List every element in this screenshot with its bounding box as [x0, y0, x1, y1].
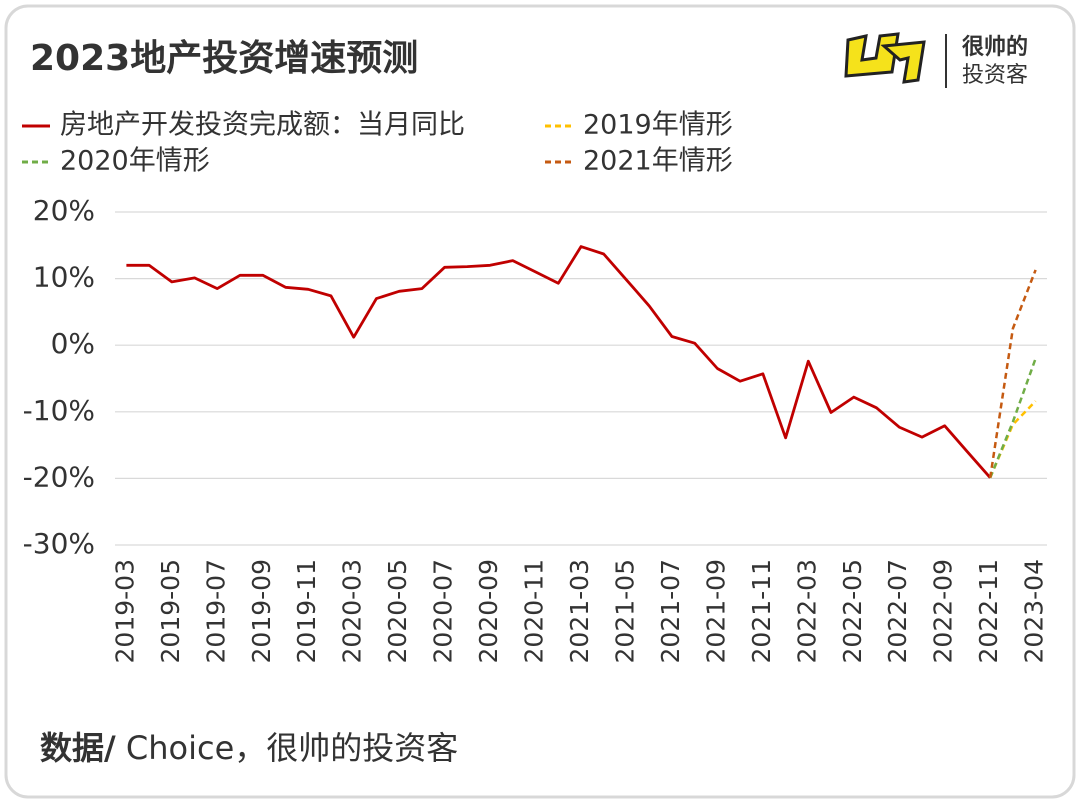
card [4, 4, 1076, 799]
legend-label: 房地产开发投资完成额：当月同比 [60, 110, 465, 141]
brand-text: 投资客 [962, 63, 1028, 88]
x-tick-label: 2020-07 [429, 559, 458, 663]
y-tick-label: -10% [23, 394, 95, 427]
x-tick-label: 2019-03 [110, 559, 139, 663]
logo: 很帅的 投资客 [844, 32, 1028, 88]
x-tick-label: 2019-09 [247, 559, 276, 663]
x-tick-label: 2020-09 [474, 559, 503, 663]
x-tick-label: 2020-11 [520, 559, 549, 663]
x-tick-label: 2019-05 [156, 559, 185, 663]
x-tick-label: 2021-05 [610, 559, 639, 663]
x-tick-label: 2021-03 [565, 559, 594, 663]
y-tick-label: 20% [33, 194, 95, 227]
x-tick-label: 2021-11 [747, 559, 776, 663]
source-text: Choice，很帅的投资客 [116, 729, 459, 767]
y-tick-label: -20% [23, 460, 95, 493]
y-tick-label: 10% [33, 261, 95, 294]
source: 数据/ Choice，很帅的投资客 [40, 729, 458, 767]
x-tick-label: 2021-07 [656, 559, 685, 663]
logo-mark [880, 40, 926, 84]
y-tick-label: 0% [51, 327, 95, 360]
x-tick-label: 2022-11 [974, 559, 1003, 663]
x-tick-label: 2021-09 [701, 559, 730, 663]
x-tick-label: 2022-09 [929, 559, 958, 663]
x-tick-label: 2022-03 [792, 559, 821, 663]
x-tick-label: 2019-11 [292, 559, 321, 663]
source-label: 数据/ [40, 729, 116, 767]
x-tick-label: 2022-05 [838, 559, 867, 663]
x-tick-label: 2022-07 [883, 559, 912, 663]
legend-label: 2019年情形 [583, 110, 733, 141]
x-tick-label: 2023-04 [1020, 559, 1049, 663]
series-line [989, 358, 1037, 479]
x-tick-label: 2019-07 [201, 559, 230, 663]
series-line [126, 245, 992, 479]
brand-text: 很帅的 [962, 34, 1028, 60]
x-tick-label: 2020-03 [338, 559, 367, 663]
x-tick-label: 2020-05 [383, 559, 412, 663]
legend-label: 2020年情形 [60, 146, 210, 177]
series-line [988, 269, 1037, 478]
chart-title: 2023地产投资增速预测 [30, 38, 418, 79]
legend-label: 2021年情形 [583, 146, 733, 177]
y-tick-label: -30% [23, 527, 95, 560]
